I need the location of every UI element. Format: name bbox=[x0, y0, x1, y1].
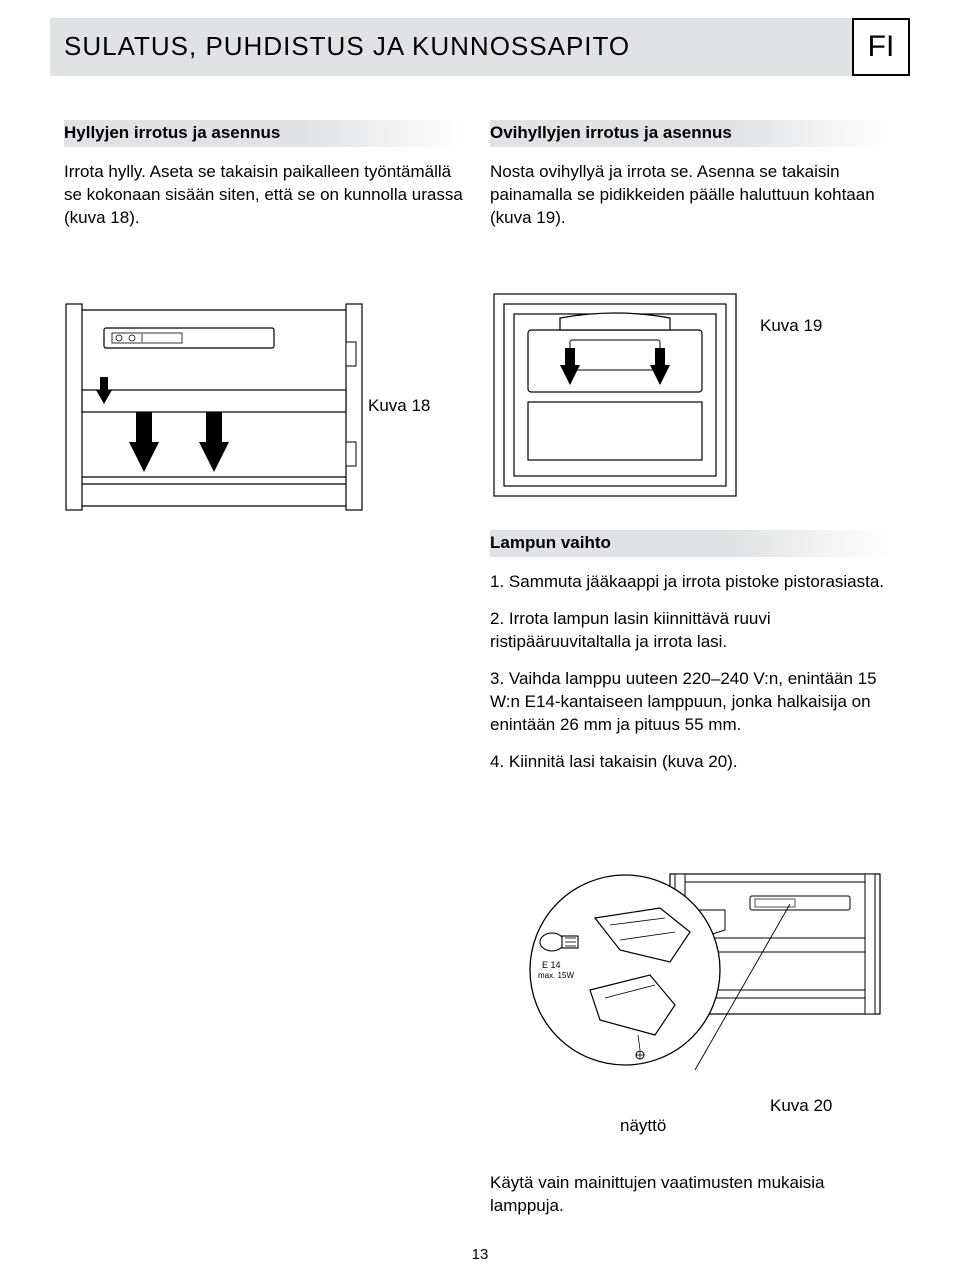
left-column: Hyllyjen irrotus ja asennus Irrota hylly… bbox=[64, 120, 464, 244]
page-title: SULATUS, PUHDISTUS JA KUNNOSSAPITO bbox=[64, 29, 630, 64]
bulb-spec-2: max. 15W bbox=[538, 971, 574, 980]
lamp-step-2: 2. Irrota lampun lasin kiinnittävä ruuvi… bbox=[490, 608, 890, 654]
figure-18-label: Kuva 18 bbox=[368, 395, 430, 418]
lamp-step-3: 3. Vaihda lamppu uuteen 220–240 V:n, eni… bbox=[490, 668, 890, 737]
lamp-heading: Lampun vaihto bbox=[490, 530, 890, 557]
bulb-spec-1: E 14 bbox=[542, 960, 561, 970]
final-paragraph: Käytä vain mainittujen vaatimusten mukai… bbox=[490, 1172, 890, 1218]
figure-20-svg: E 14 max. 15W bbox=[490, 870, 890, 1090]
figure-19-svg bbox=[490, 290, 740, 500]
naytto-label: näyttö bbox=[620, 1115, 666, 1138]
language-code: FI bbox=[868, 27, 895, 68]
lamp-section: Lampun vaihto 1. Sammuta jääkaappi ja ir… bbox=[490, 530, 890, 788]
shelves-paragraph: Irrota hylly. Aseta se takaisin paikalle… bbox=[64, 161, 464, 230]
shelves-heading: Hyllyjen irrotus ja asennus bbox=[64, 120, 464, 147]
lamp-step-1: 1. Sammuta jääkaappi ja irrota pistoke p… bbox=[490, 571, 890, 594]
door-shelves-heading: Ovihyllyjen irrotus ja asennus bbox=[490, 120, 890, 147]
figure-20-label: Kuva 20 bbox=[770, 1095, 832, 1118]
figure-19 bbox=[490, 290, 740, 500]
figure-20: E 14 max. 15W bbox=[490, 870, 890, 1090]
figure-18-svg bbox=[64, 302, 364, 512]
door-shelves-paragraph: Nosta ovihyllyä ja irrota se. Asenna se … bbox=[490, 161, 890, 230]
lamp-step-4: 4. Kiinnitä lasi takaisin (kuva 20). bbox=[490, 751, 890, 774]
language-code-box: FI bbox=[852, 18, 910, 76]
page-number: 13 bbox=[0, 1245, 960, 1265]
right-column: Ovihyllyjen irrotus ja asennus Nosta ovi… bbox=[490, 120, 890, 244]
page-header-band: SULATUS, PUHDISTUS JA KUNNOSSAPITO bbox=[50, 18, 910, 76]
figure-19-label: Kuva 19 bbox=[760, 315, 822, 338]
